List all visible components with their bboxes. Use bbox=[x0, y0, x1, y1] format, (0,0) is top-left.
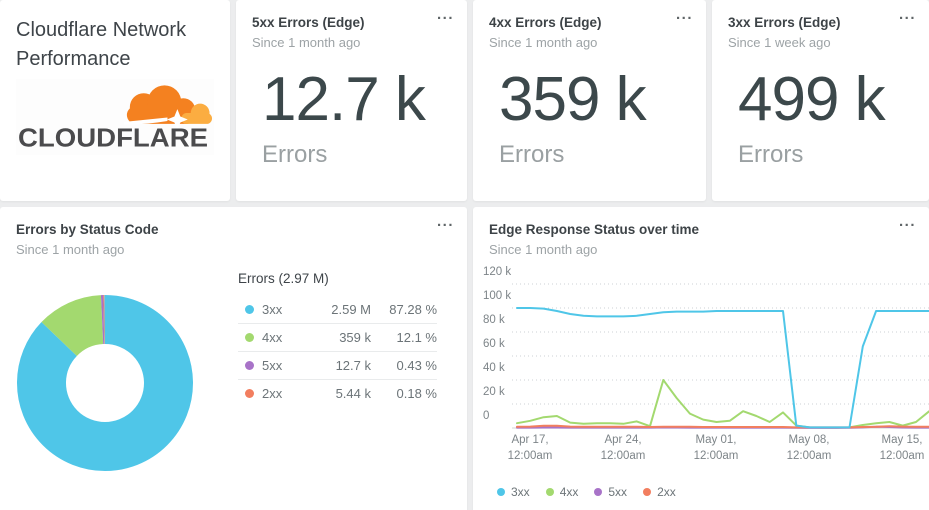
y-tick-label: 100 k bbox=[483, 290, 512, 302]
stat-label: Errors bbox=[499, 141, 565, 168]
series-2xx-dot-icon bbox=[245, 389, 254, 398]
chart-legend: 3xx 4xx 5xx 2xx bbox=[497, 485, 676, 499]
edge-response-status-card: Edge Response Status over time Since 1 m… bbox=[473, 207, 929, 510]
stat-label: Errors bbox=[738, 141, 804, 168]
row-value: 359 k bbox=[339, 330, 371, 345]
dashboard-title: Cloudflare Network Performance bbox=[16, 19, 187, 70]
stat-value: 499 k bbox=[738, 65, 886, 134]
cloudflare-wordmark: CLOUDFLARE bbox=[18, 125, 208, 153]
legend-item-2xx[interactable]: 2xx bbox=[643, 485, 676, 499]
y-tick-label: 40 k bbox=[483, 362, 505, 374]
legend-label: 5xx bbox=[608, 485, 628, 499]
row-value: 5.44 k bbox=[335, 386, 371, 401]
legend-item-3xx[interactable]: 3xx bbox=[497, 485, 530, 499]
x-axis-labels: Apr 17, 12:00am Apr 24, 12:00am May 01, 12:… bbox=[508, 432, 929, 464]
y-tick-label: 20 k bbox=[483, 386, 505, 398]
card-title: 3xx Errors (Edge) bbox=[728, 15, 841, 30]
legend-item-4xx[interactable]: 4xx bbox=[545, 485, 579, 499]
table-header: Errors (2.97 M) bbox=[238, 271, 329, 286]
series-3xx-dot-icon bbox=[497, 488, 505, 496]
y-tick-label: 80 k bbox=[483, 314, 505, 326]
stat-card-3xx-errors: 3xx Errors (Edge) Since 1 week ago ... 4… bbox=[712, 0, 929, 201]
row-value: 12.7 k bbox=[335, 358, 371, 373]
x-tick-label: May 08, 12:00am bbox=[786, 434, 832, 463]
table-row[interactable]: 3xx 2.59 M 87.28 % bbox=[238, 295, 437, 323]
card-menu-button[interactable]: ... bbox=[898, 6, 916, 23]
row-percent: 12.1 % bbox=[396, 330, 437, 345]
table-row[interactable]: 4xx 359 k 12.1 % bbox=[238, 323, 437, 351]
series-4xx-dot-icon bbox=[245, 333, 254, 342]
card-subtitle: Since 1 month ago bbox=[252, 35, 361, 50]
errors-donut-chart[interactable] bbox=[17, 295, 193, 471]
series-5xx-dot-icon bbox=[245, 361, 254, 370]
card-subtitle: Since 1 week ago bbox=[728, 35, 831, 50]
series-4xx-dot-icon bbox=[545, 488, 554, 496]
card-menu-button[interactable]: ... bbox=[436, 6, 454, 23]
x-tick-label: Apr 17, 12:00am bbox=[507, 434, 553, 463]
series-5xx-dot-icon bbox=[594, 488, 603, 496]
row-value: 2.59 M bbox=[331, 301, 371, 317]
errors-legend-table: Errors (2.97 M) 3xx 2.59 M 87.28 % 4xx 3… bbox=[238, 271, 437, 407]
x-tick-label: May 15, 12:00am bbox=[879, 434, 925, 463]
legend-label: 2xx bbox=[657, 485, 676, 499]
card-menu-button[interactable]: ... bbox=[675, 6, 693, 23]
y-tick-label: 60 k bbox=[483, 338, 505, 350]
stat-label: Errors bbox=[262, 141, 328, 168]
card-title: Edge Response Status over time bbox=[489, 222, 700, 237]
series-2xx-dot-icon bbox=[643, 488, 652, 496]
stat-card-4xx-errors: 4xx Errors (Edge) Since 1 month ago ... … bbox=[473, 0, 706, 201]
stat-value: 359 k bbox=[499, 65, 647, 134]
series-3xx-dot-icon bbox=[245, 304, 254, 314]
cloudflare-logo-image: CLOUDFLARE bbox=[18, 85, 213, 153]
cloudflare-logo: CLOUDFLARE bbox=[16, 79, 214, 155]
card-subtitle: Since 1 month ago bbox=[489, 35, 598, 50]
errors-by-status-code-card: Errors by Status Code Since 1 month ago … bbox=[0, 207, 467, 510]
y-tick-label: 120 k bbox=[483, 266, 512, 278]
card-menu-button[interactable]: ... bbox=[436, 213, 454, 230]
row-label: 5xx bbox=[262, 358, 283, 373]
table-row[interactable]: 5xx 12.7 k 0.43 % bbox=[238, 351, 437, 379]
card-subtitle: Since 1 month ago bbox=[16, 242, 125, 257]
card-title: 5xx Errors (Edge) bbox=[252, 15, 365, 30]
edge-response-line-chart[interactable] bbox=[512, 278, 929, 436]
legend-label: 4xx bbox=[559, 485, 579, 499]
x-tick-label: Apr 24, 12:00am bbox=[600, 434, 646, 463]
table-row[interactable]: 2xx 5.44 k 0.18 % bbox=[238, 379, 437, 407]
card-menu-button[interactable]: ... bbox=[898, 213, 916, 230]
legend-item-5xx[interactable]: 5xx bbox=[594, 485, 627, 499]
row-label: 3xx bbox=[262, 301, 283, 317]
x-tick-label: May 01, 12:00am bbox=[693, 434, 739, 463]
stat-card-5xx-errors: 5xx Errors (Edge) Since 1 month ago ... … bbox=[236, 0, 467, 201]
row-percent: 87.28 % bbox=[389, 301, 437, 317]
row-label: 4xx bbox=[262, 330, 283, 345]
card-title: Errors by Status Code bbox=[16, 222, 159, 237]
y-axis-labels: 120 k 100 k 80 k 60 k 40 k 20 k 0 bbox=[483, 266, 517, 426]
row-percent: 0.18 % bbox=[396, 386, 437, 401]
y-tick-label: 0 bbox=[483, 410, 490, 422]
row-percent: 0.43 % bbox=[396, 358, 437, 373]
card-subtitle: Since 1 month ago bbox=[489, 242, 598, 257]
stat-value: 12.7 k bbox=[262, 65, 426, 134]
card-title: 4xx Errors (Edge) bbox=[489, 15, 602, 30]
header-card: Cloudflare Network Performance CLOUDFLAR… bbox=[0, 0, 230, 201]
row-label: 2xx bbox=[262, 386, 283, 401]
legend-label: 3xx bbox=[511, 485, 530, 499]
